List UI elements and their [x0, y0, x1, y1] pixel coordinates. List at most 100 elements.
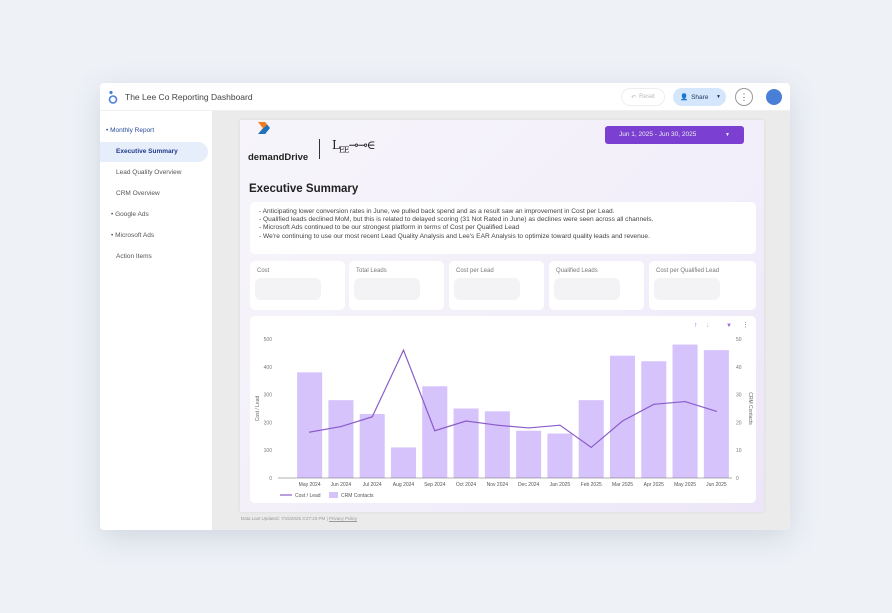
footer: Data Last Updated: 7/15/2025 3:27:23 PM … [241, 516, 357, 521]
y-tick-label: 400 [264, 365, 273, 371]
x-tick-label: Jun 2025 [706, 482, 727, 488]
x-tick-label: Dec 2024 [518, 482, 540, 488]
bar-crm-contacts [578, 400, 604, 478]
date-range-picker[interactable]: Jun 1, 2025 - Jun 30, 2025 ▼ [605, 126, 744, 144]
sidebar: • Monthly Report Executive Summary Lead … [100, 111, 212, 530]
sidebar-item-monthly-report[interactable]: • Monthly Report [106, 127, 155, 134]
report-title: The Lee Co Reporting Dashboard [125, 92, 253, 102]
line-point [715, 410, 717, 412]
legend-label: CRM Contacts [341, 493, 374, 499]
avatar[interactable] [766, 89, 782, 105]
header: The Lee Co Reporting Dashboard ↶ Reset 👤 S… [100, 83, 790, 111]
sidebar-item-action-items[interactable]: Action Items [116, 253, 152, 260]
sort-descending-icon: ↓ [706, 322, 710, 329]
chevron-down-icon[interactable]: ▼ [716, 94, 721, 100]
chart-svg: 0 100 200 300 400 500 0 10 20 30 40 50 Cost / Lead CR… [255, 322, 753, 499]
bar-crm-contacts [484, 411, 510, 478]
line-point [309, 431, 311, 433]
lee-co-logo: LEE⊸⊸∈ [332, 138, 376, 155]
y2-tick-label: 40 [736, 365, 742, 371]
line-point [528, 427, 530, 429]
x-tick-label: Aug 2024 [393, 482, 415, 488]
x-tick-label: Nov 2024 [487, 482, 509, 488]
privacy-policy-link[interactable]: Privacy Policy [328, 516, 357, 521]
y-axis-title: Cost / Lead [255, 395, 261, 421]
note-line: - Anticipating lower conversion rates in… [259, 208, 615, 215]
x-tick-label: Sep 2024 [424, 482, 446, 488]
y2-tick-label: 30 [736, 393, 742, 399]
x-tick-label: Mar 2025 [612, 482, 633, 488]
line-point [434, 430, 436, 432]
report-page: demandDrive LEE⊸⊸∈ Jun 1, 2025 - Jun 30,… [240, 120, 764, 512]
note-line: - Qualified leads declined MoM, but this… [259, 216, 654, 224]
y-tick-label: 0 [269, 476, 272, 482]
note-line: - Microsoft Ads continued to be our stro… [259, 224, 520, 232]
bar-crm-contacts [422, 386, 448, 478]
sidebar-item-lead-quality-overview[interactable]: Lead Quality Overview [116, 169, 182, 176]
y2-axis-title: CRM Contacts [747, 392, 753, 425]
filter-icon: ▼ [726, 323, 732, 329]
share-button[interactable]: 👤 Share ▼ [673, 88, 726, 106]
bar-crm-contacts [328, 400, 354, 478]
line-point [371, 416, 373, 418]
bar-crm-contacts [297, 372, 323, 478]
legend-swatch-crm-contacts [329, 492, 338, 498]
summary-notes: - Anticipating lower conversion rates in… [250, 202, 756, 254]
demanddrive-logo: demandDrive [248, 122, 308, 163]
x-tick-label: Oct 2024 [456, 482, 477, 488]
chevron-down-icon: ▼ [725, 132, 730, 138]
line-point [684, 400, 686, 403]
y2-tick-label: 10 [736, 448, 742, 454]
bar-crm-contacts [641, 361, 667, 478]
y-tick-label: 300 [264, 393, 273, 399]
kpi-qualified-leads: Qualified Leads [549, 261, 644, 310]
legend-label: Cost / Lead [295, 493, 321, 499]
page-title: Executive Summary [249, 183, 359, 195]
logo-divider [319, 139, 320, 159]
note-line: - We're continuing to use our most recen… [259, 232, 650, 240]
line-point [340, 425, 342, 428]
kpi-cost-per-lead: Cost per Lead [449, 261, 544, 310]
looker-studio-logo-icon [108, 90, 118, 104]
bar-crm-contacts [672, 344, 698, 478]
line-point [496, 424, 498, 426]
add-person-icon: 👤 [680, 94, 689, 101]
chart-menu-icon: ⋮ [742, 322, 749, 329]
y-tick-label: 200 [264, 420, 273, 426]
x-tick-label: Feb 2025 [581, 482, 602, 488]
line-point [590, 446, 592, 449]
sidebar-item-google-ads[interactable]: • Google Ads [111, 211, 149, 218]
y2-tick-label: 50 [736, 337, 742, 343]
bar-crm-contacts [547, 433, 573, 478]
y-tick-label: 500 [264, 337, 273, 343]
report-area: demandDrive LEE⊸⊸∈ Jun 1, 2025 - Jun 30,… [212, 111, 790, 530]
line-cost-per-lead [309, 348, 717, 449]
bar-crm-contacts [359, 414, 385, 478]
sidebar-item-executive-summary[interactable]: Executive Summary [100, 142, 208, 162]
bar-crm-contacts [453, 408, 479, 478]
bar-crm-contacts [390, 447, 417, 478]
line-point [559, 424, 561, 426]
undo-icon: ↶ [631, 94, 637, 101]
kpi-cost: Cost [250, 261, 345, 310]
bar-crm-contacts [516, 430, 542, 478]
more-options-button[interactable]: ⋮ [735, 88, 753, 106]
sidebar-item-microsoft-ads[interactable]: • Microsoft Ads [111, 232, 155, 239]
kpi-cost-per-qualified-lead: Cost per Qualified Lead [649, 261, 756, 310]
y2-tick-label: 0 [736, 476, 739, 482]
sort-ascending-icon: ↑ [694, 322, 698, 329]
x-tick-label: Jul 2024 [363, 482, 382, 488]
line-point [402, 349, 405, 351]
x-tick-label: Jun 2024 [331, 482, 352, 488]
combo-chart: 0 100 200 300 400 500 0 10 20 30 40 50 Cost / Lead CR… [250, 316, 756, 503]
reset-button[interactable]: ↶ Reset [621, 88, 665, 106]
app-window: The Lee Co Reporting Dashboard ↶ Reset 👤 S… [100, 83, 790, 530]
sidebar-item-crm-overview[interactable]: CRM Overview [116, 190, 160, 197]
line-point [621, 420, 624, 422]
bar-crm-contacts [703, 350, 729, 478]
x-tick-label: Apr 2025 [644, 482, 665, 488]
line-point [465, 420, 467, 422]
line-point [653, 403, 655, 405]
y-tick-label: 100 [264, 448, 273, 454]
x-tick-label: May 2024 [299, 482, 321, 488]
